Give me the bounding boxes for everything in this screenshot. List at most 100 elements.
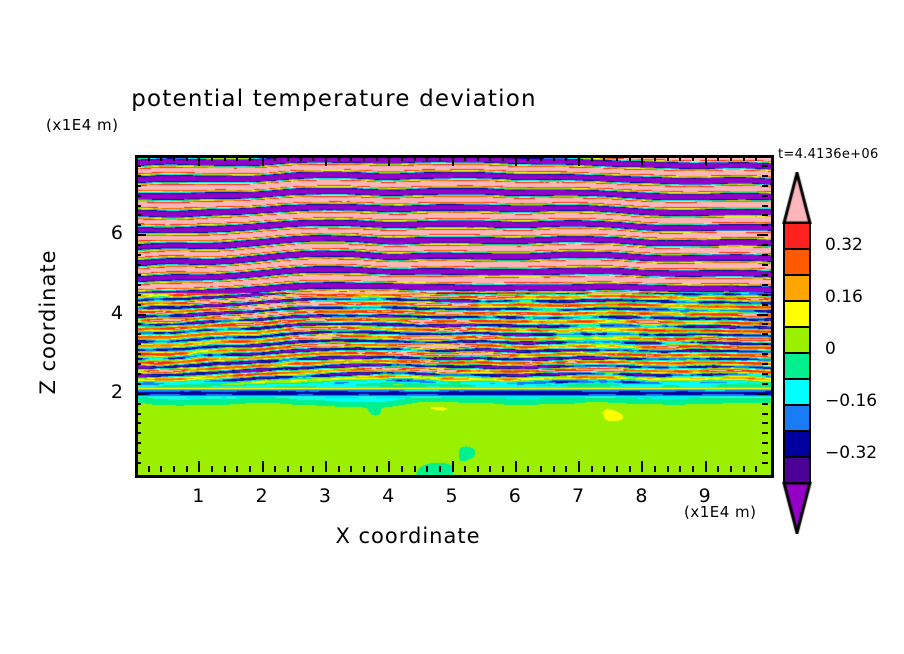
x-minor-tick <box>223 155 226 161</box>
colorbar-band <box>785 404 809 430</box>
x-tick-label: 5 <box>445 485 458 507</box>
y-minor-tick <box>762 462 768 465</box>
x-minor-tick <box>185 155 188 161</box>
y-minor-tick <box>135 303 141 306</box>
x-minor-tick <box>147 155 150 161</box>
y-minor-tick <box>135 283 141 286</box>
x-minor-tick <box>717 466 720 472</box>
x-major-tick <box>704 155 707 166</box>
x-minor-tick <box>590 155 593 161</box>
y-minor-tick <box>762 372 768 375</box>
x-minor-tick <box>616 466 619 472</box>
x-major-tick <box>514 155 517 166</box>
y-tick-label: 2 <box>110 380 123 403</box>
x-minor-tick <box>755 466 758 472</box>
x-tick-label: 4 <box>382 485 395 507</box>
x-major-tick <box>704 461 707 472</box>
y-minor-tick <box>135 422 141 425</box>
x-minor-tick <box>299 155 302 161</box>
y-minor-tick <box>135 204 141 207</box>
y-minor-tick <box>762 452 768 455</box>
y-minor-tick <box>135 452 141 455</box>
x-major-tick <box>388 155 391 166</box>
y-minor-tick <box>135 333 141 336</box>
x-minor-tick <box>286 466 289 472</box>
x-major-tick <box>261 155 264 166</box>
x-minor-tick <box>362 466 365 472</box>
y-minor-tick <box>762 254 768 257</box>
x-minor-tick <box>248 466 251 472</box>
y-minor-tick <box>762 432 768 435</box>
x-minor-tick <box>666 466 669 472</box>
x-minor-tick <box>438 466 441 472</box>
x-major-tick <box>451 155 454 166</box>
colorbar-band <box>785 300 809 326</box>
y-minor-tick <box>762 343 768 346</box>
x-minor-tick <box>160 466 163 472</box>
x-minor-tick <box>210 155 213 161</box>
colorbar-band <box>785 430 809 456</box>
x-tick-label: 9 <box>698 485 711 507</box>
y-minor-tick <box>762 204 768 207</box>
y-minor-tick <box>762 412 768 415</box>
x-minor-tick <box>502 155 505 161</box>
x-minor-tick <box>476 466 479 472</box>
x-minor-tick <box>236 466 239 472</box>
colorbar-band <box>785 378 809 404</box>
x-minor-tick <box>464 155 467 161</box>
x-minor-tick <box>286 155 289 161</box>
x-minor-tick <box>476 155 479 161</box>
x-major-tick <box>261 461 264 472</box>
y-minor-tick <box>135 432 141 435</box>
x-minor-tick <box>692 155 695 161</box>
y-minor-tick <box>762 303 768 306</box>
plot-area <box>135 155 774 478</box>
x-minor-tick <box>426 155 429 161</box>
x-major-tick <box>641 155 644 166</box>
x-major-tick <box>514 461 517 472</box>
x-minor-tick <box>603 466 606 472</box>
y-minor-tick <box>762 353 768 356</box>
x-tick-label: 1 <box>192 485 205 507</box>
y-minor-tick <box>135 323 141 326</box>
x-major-tick <box>198 461 201 472</box>
y-minor-tick <box>762 214 768 217</box>
y-major-tick <box>757 392 768 395</box>
page-title: potential temperature deviation <box>131 86 537 112</box>
colorbar-band <box>785 352 809 378</box>
y-minor-tick <box>135 363 141 366</box>
x-minor-tick <box>160 155 163 161</box>
y-minor-tick <box>762 422 768 425</box>
x-minor-tick <box>527 155 530 161</box>
x-minor-tick <box>312 155 315 161</box>
y-minor-tick <box>135 353 141 356</box>
x-minor-tick <box>679 466 682 472</box>
x-minor-tick <box>223 466 226 472</box>
y-minor-tick <box>762 442 768 445</box>
x-minor-tick <box>552 155 555 161</box>
x-minor-tick <box>489 155 492 161</box>
x-minor-tick <box>540 466 543 472</box>
y-minor-tick <box>135 402 141 405</box>
y-minor-tick <box>762 244 768 247</box>
y-minor-tick <box>762 283 768 286</box>
x-tick-label: 7 <box>572 485 585 507</box>
y-minor-tick <box>762 273 768 276</box>
x-minor-tick <box>426 466 429 472</box>
y-minor-tick <box>135 442 141 445</box>
y-minor-tick <box>762 184 768 187</box>
y-minor-tick <box>762 333 768 336</box>
x-minor-tick <box>274 155 277 161</box>
colorbar-tick-label: 0.16 <box>825 287 863 307</box>
colorbar-band <box>785 224 809 248</box>
x-minor-tick <box>628 155 631 161</box>
x-minor-tick <box>362 155 365 161</box>
y-minor-tick <box>135 343 141 346</box>
contour-field-canvas <box>138 158 771 475</box>
x-minor-tick <box>717 155 720 161</box>
y-major-tick <box>135 234 146 237</box>
colorbar-bands <box>783 222 811 484</box>
x-tick-label: 8 <box>635 485 648 507</box>
x-minor-tick <box>350 155 353 161</box>
